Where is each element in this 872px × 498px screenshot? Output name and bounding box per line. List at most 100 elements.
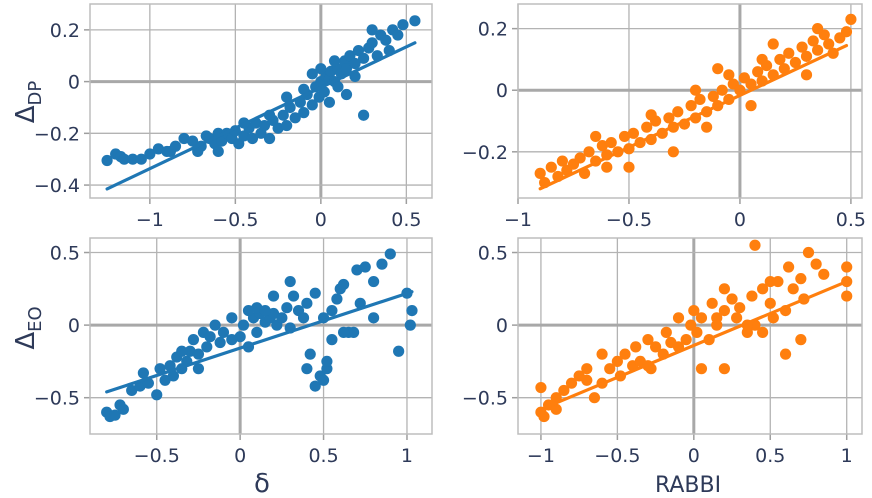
y-tick-label: −0.5 — [462, 388, 508, 410]
data-point — [756, 53, 768, 66]
plot-frame — [517, 3, 863, 199]
data-point — [276, 312, 288, 324]
y-tick-label: −0.4 — [34, 175, 80, 197]
y-tick-label: 0.5 — [478, 243, 508, 265]
data-point — [135, 153, 147, 165]
data-point — [226, 312, 238, 324]
ylabel-top-main: Δ — [11, 105, 41, 123]
x-tick-label: −0.5 — [594, 445, 640, 467]
data-point — [217, 326, 230, 338]
data-point — [309, 287, 321, 299]
data-point — [767, 38, 779, 50]
plot-frame — [89, 3, 433, 199]
data-point — [117, 403, 129, 415]
data-point — [645, 109, 657, 121]
data-point — [581, 374, 593, 386]
data-point — [812, 23, 824, 35]
data-point — [368, 275, 380, 288]
data-point — [204, 331, 216, 343]
data-point — [332, 81, 344, 93]
data-point — [642, 334, 654, 346]
data-point — [588, 392, 601, 404]
y-tick-label: 0 — [68, 72, 80, 94]
ylabel-bottom-left: ΔEO — [11, 306, 46, 349]
x-tick-label: 0.5 — [836, 209, 866, 231]
data-point — [746, 290, 758, 302]
data-point — [152, 143, 164, 155]
ylabel-top-sub: DP — [25, 81, 46, 106]
data-point — [380, 34, 392, 46]
xlabel-bottom-left: δ — [254, 469, 270, 498]
plot-frame — [517, 237, 863, 435]
data-point — [340, 63, 353, 75]
data-point — [818, 268, 830, 280]
data-point — [596, 140, 608, 152]
data-point — [306, 68, 318, 80]
data-point — [787, 283, 799, 295]
data-point — [545, 161, 557, 173]
data-point — [323, 96, 335, 108]
data-point — [667, 146, 679, 158]
y-tick-label: 0 — [496, 80, 508, 102]
data-point — [535, 381, 547, 394]
data-point — [284, 275, 296, 288]
data-point — [187, 135, 199, 147]
data-point — [650, 341, 662, 353]
data-point — [366, 37, 378, 49]
data-point — [807, 35, 819, 47]
data-point — [779, 348, 792, 360]
y-tick-label: 0.2 — [478, 19, 508, 41]
data-point — [349, 57, 361, 70]
data-point — [376, 258, 388, 270]
data-point — [707, 90, 719, 102]
data-point — [159, 374, 171, 386]
data-point — [154, 363, 166, 375]
data-point — [581, 363, 593, 375]
x-tick-label: −0.5 — [606, 209, 652, 231]
data-point — [258, 119, 271, 132]
data-point — [289, 112, 301, 124]
x-tick-label: 0 — [315, 209, 327, 231]
data-point — [151, 389, 163, 401]
data-point — [309, 380, 321, 392]
ylabel-bottom-main: Δ — [11, 332, 41, 350]
x-tick-label: 0 — [234, 445, 246, 467]
data-point — [297, 312, 310, 324]
y-tick-label: 0 — [496, 315, 508, 337]
x-tick-label: 0.5 — [391, 209, 421, 231]
data-point — [734, 302, 746, 314]
data-point — [359, 261, 371, 273]
data-point — [298, 83, 310, 95]
y-tick-label: 0.5 — [50, 243, 80, 265]
xlabel-bottom-right: RABBI — [655, 473, 721, 498]
data-point — [538, 410, 550, 423]
data-point — [259, 304, 271, 317]
data-point — [601, 161, 613, 173]
data-point — [281, 119, 293, 132]
data-point — [706, 297, 718, 309]
data-point — [246, 132, 259, 145]
data-point — [368, 312, 380, 324]
data-point — [764, 297, 776, 309]
data-point — [823, 38, 835, 50]
data-point — [672, 106, 684, 118]
data-point — [641, 121, 653, 133]
data-point — [783, 47, 795, 59]
x-tick-label: −0.5 — [212, 209, 258, 231]
data-point — [384, 248, 396, 260]
data-point — [723, 69, 735, 81]
x-tick-label: 0.5 — [755, 445, 785, 467]
data-point — [689, 84, 702, 96]
data-point — [392, 29, 404, 41]
data-point — [672, 312, 685, 324]
panel-bottom-right: −1 −0.5 0 0.5 1 −0.5 0 0.5 — [462, 237, 863, 467]
data-point — [685, 100, 697, 112]
data-point — [321, 355, 333, 368]
data-point — [393, 345, 405, 357]
x-tick-label: −0.5 — [134, 445, 180, 467]
data-point — [192, 348, 205, 360]
ylabel-top-left: ΔDP — [11, 81, 46, 124]
data-point — [583, 146, 595, 158]
data-point — [718, 283, 731, 295]
data-point — [301, 297, 313, 309]
